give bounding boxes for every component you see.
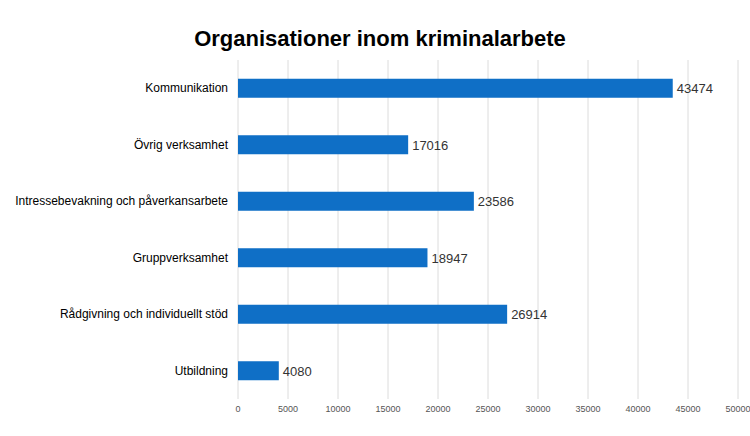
grid-line xyxy=(288,60,289,399)
grid-line xyxy=(338,60,339,399)
tick-label: 50000 xyxy=(725,404,750,414)
tick-label: 15000 xyxy=(375,404,400,414)
category-label: Intressebevakning och påverkansarbete xyxy=(15,194,228,208)
data-label: 43474 xyxy=(677,81,713,96)
data-label: 23586 xyxy=(478,194,514,209)
grid-line xyxy=(488,60,489,399)
data-label: 4080 xyxy=(283,364,312,379)
grid-line xyxy=(638,60,639,399)
grid-line xyxy=(688,60,689,399)
bar xyxy=(238,192,474,211)
tick-label: 20000 xyxy=(425,404,450,414)
category-label: Utbildning xyxy=(175,364,228,378)
tick-label: 30000 xyxy=(525,404,550,414)
category-label: Kommunikation xyxy=(145,81,228,95)
grid-line xyxy=(438,60,439,399)
category-label: Gruppverksamhet xyxy=(133,251,229,265)
tick-label: 0 xyxy=(235,404,240,414)
grid xyxy=(238,60,738,399)
category-label: Rådgivning och individuellt stöd xyxy=(60,307,228,321)
tick-label: 25000 xyxy=(475,404,500,414)
category-label: Övrig verksamhet xyxy=(134,138,229,152)
bars xyxy=(238,79,673,381)
grid-line xyxy=(538,60,539,399)
bar xyxy=(238,361,279,380)
data-label: 26914 xyxy=(511,307,547,322)
bar xyxy=(238,135,408,154)
tick-label: 45000 xyxy=(675,404,700,414)
bar xyxy=(238,248,427,267)
chart-svg: Organisationer inom kriminalarbete 0 5000 1… xyxy=(0,0,750,436)
grid-line xyxy=(738,60,739,399)
tick-label: 10000 xyxy=(325,404,350,414)
tick-label: 40000 xyxy=(625,404,650,414)
data-label: 18947 xyxy=(431,251,467,266)
chart-title: Organisationer inom kriminalarbete xyxy=(194,26,566,51)
bar xyxy=(238,79,673,98)
bar xyxy=(238,305,507,324)
data-label: 17016 xyxy=(412,138,448,153)
grid-line xyxy=(388,60,389,399)
tick-label: 35000 xyxy=(575,404,600,414)
tick-label: 5000 xyxy=(278,404,298,414)
chart-container: Organisationer inom kriminalarbete 0 5000 1… xyxy=(0,0,750,436)
grid-line xyxy=(588,60,589,399)
grid-line xyxy=(238,60,239,399)
